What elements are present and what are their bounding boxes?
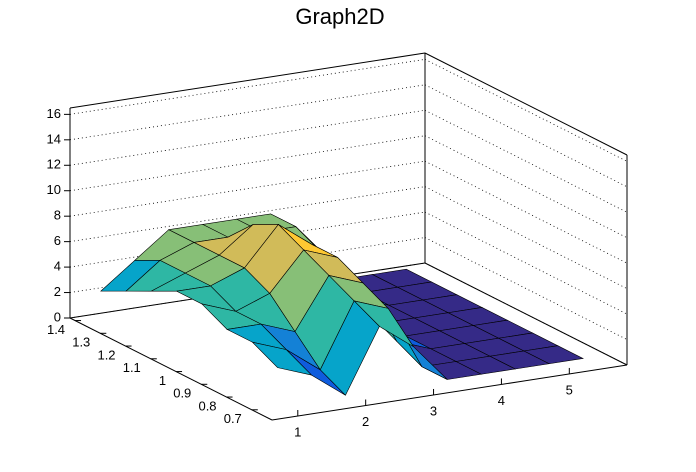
z-tick-label: 10 [47, 182, 61, 197]
y-tick-label: 1.3 [72, 335, 90, 350]
grid-line [424, 186, 628, 289]
z-tick-label: 6 [54, 233, 61, 248]
z-tick-label: 12 [47, 157, 61, 172]
grid-line [424, 84, 628, 188]
grid-line [424, 135, 628, 239]
box-edge [69, 317, 273, 421]
x-tick-label: 3 [430, 403, 437, 418]
grid-line [69, 109, 426, 166]
grid-line [69, 58, 426, 115]
y-tick-label: 0.8 [198, 398, 216, 413]
y-tick-label: 0.7 [224, 411, 242, 426]
y-tick-label: 1.1 [123, 360, 141, 375]
y-tick-label: 0.9 [173, 386, 191, 401]
grid-line [424, 109, 628, 213]
x-tick-label: 5 [566, 382, 573, 397]
box-edge [424, 52, 628, 156]
box-edge [271, 364, 628, 421]
grid-line [69, 160, 426, 217]
grid-line [424, 262, 628, 366]
y-tick-label: 1 [159, 373, 166, 388]
x-tick-label: 4 [498, 393, 505, 408]
x-tick-label: 1 [294, 424, 301, 439]
grid-line [69, 135, 426, 192]
surface-patch [251, 341, 313, 376]
x-tick-label: 2 [362, 414, 369, 429]
z-tick-label: 4 [54, 259, 61, 274]
z-tick-label: 8 [54, 208, 61, 223]
grid-line [424, 59, 628, 162]
box-edge [69, 52, 426, 109]
y-tick-label: 1.4 [47, 322, 65, 337]
grid-line [424, 160, 628, 264]
grid-line [424, 237, 628, 340]
chart-title: Graph2D [295, 4, 384, 29]
z-tick-label: 16 [47, 106, 61, 121]
z-tick-label: 2 [54, 284, 61, 299]
z-tick-label: 0 [54, 309, 61, 324]
z-tick-label: 14 [47, 131, 61, 146]
grid-line [424, 211, 628, 315]
y-tick-label: 1.2 [97, 347, 115, 362]
grid-line [69, 84, 426, 141]
